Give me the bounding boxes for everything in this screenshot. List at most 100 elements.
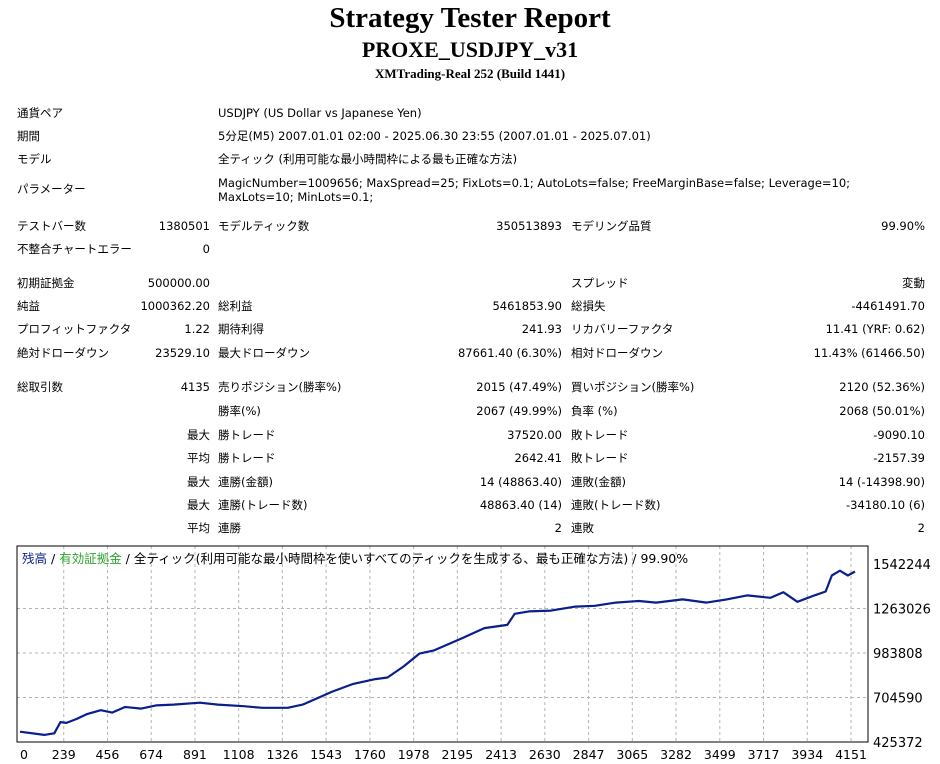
test-bars-value: 1380501 [158, 219, 210, 233]
largest-win-value: 37520.00 [507, 428, 562, 442]
x-axis-ticks: 0 239 456 674 891 1108 1326 1543 1760 1978 2195 241… [20, 747, 867, 762]
max-consec-wins-value: 14 (48863.40) [479, 475, 562, 489]
avg-loss-label: 敗トレード [571, 451, 629, 465]
avg-consec-wins-label: 連勝 [218, 521, 241, 535]
model-quality-label: モデリング品質 [571, 219, 652, 233]
info-value-period: 5分足(M5) 2007.01.01 02:00 - 2025.06.30 23… [218, 129, 651, 143]
long-positions-label: 買いポジション(勝率%) [571, 380, 695, 394]
test-bars-label: テストバー数 [17, 219, 86, 233]
total-trades-label: 総取引数 [17, 380, 63, 394]
info-label-model: モデル [17, 152, 52, 166]
x-tick-label: 1978 [398, 747, 430, 762]
gross-profit-value: 5461853.90 [492, 299, 562, 313]
max-consec-profit-prefix: 最大 [187, 498, 210, 512]
max-consec-profit-label: 連勝(トレード数) [218, 498, 308, 512]
max-consec-losses-value: 14 (-14398.90) [838, 475, 925, 489]
x-tick-label: 891 [183, 747, 207, 762]
legend-separator: / [628, 551, 640, 566]
largest-win-label: 勝トレード [218, 428, 276, 442]
y-tick-label: 1263026 [873, 603, 931, 618]
legend-separator: / [122, 551, 134, 566]
rel-drawdown-label: 相対ドローダウン [571, 346, 663, 360]
chart-legend: 残高 / 有効証拠金 / 全ティック(利用可能な最小時間枠を使いすべてのティック… [22, 551, 688, 566]
win-rate-label: 勝率(%) [218, 404, 261, 418]
max-drawdown-value: 87661.40 (6.30%) [457, 346, 562, 360]
x-tick-label: 2195 [441, 747, 473, 762]
y-tick-label: 983808 [873, 647, 923, 662]
avg-win-label: 勝トレード [218, 451, 276, 465]
net-profit-label: 純益 [17, 299, 40, 313]
max-consec-profit-value: 48863.40 (14) [479, 498, 562, 512]
max-consec-losses-label: 連敗(金額) [571, 475, 626, 489]
info-value-symbol: USDJPY (US Dollar vs Japanese Yen) [218, 106, 422, 120]
info-label-symbol: 通貨ペア [17, 106, 63, 120]
x-tick-label: 3282 [660, 747, 692, 762]
win-rate-value: 2067 (49.99%) [476, 404, 562, 418]
abs-drawdown-value: 23529.10 [155, 346, 210, 360]
report-subtitle: PROXE_USDJPY_v31 [361, 37, 579, 62]
profit-factor-value: 1.22 [184, 322, 210, 336]
short-positions-label: 売りポジション(勝率%) [218, 380, 342, 394]
rel-drawdown-value: 11.43% (61466.50) [813, 346, 925, 360]
recovery-factor-label: リカバリーファクタ [571, 322, 674, 336]
legend-quality: 99.90% [640, 551, 688, 566]
chart-grid [17, 546, 868, 742]
expected-payoff-label: 期待利得 [218, 322, 264, 336]
x-tick-label: 2847 [573, 747, 605, 762]
x-tick-label: 1108 [223, 747, 255, 762]
avg-consec-prefix: 平均 [187, 521, 210, 535]
x-tick-label: 3499 [704, 747, 736, 762]
x-tick-label: 2630 [529, 747, 561, 762]
info-value-parameters: MagicNumber=1009656; MaxSpread=25; FixLo… [218, 176, 851, 204]
legend-model: 全ティック(利用可能な最小時間枠を使いすべてのティックを生成する、最も正確な方法… [134, 551, 628, 566]
x-tick-label: 456 [96, 747, 120, 762]
max-drawdown-label: 最大ドローダウン [218, 346, 310, 360]
largest-loss-value: -9090.10 [873, 428, 925, 442]
average-prefix: 平均 [187, 451, 210, 465]
x-tick-label: 3065 [616, 747, 648, 762]
gross-loss-label: 総損失 [571, 299, 606, 313]
max-consec-prefix: 最大 [187, 475, 210, 489]
balance-series-line [19, 569, 856, 737]
gross-loss-value: -4461491.70 [851, 299, 925, 313]
initial-deposit-label: 初期証拠金 [17, 276, 75, 290]
report-build: XMTrading-Real 252 (Build 1441) [374, 66, 566, 81]
model-ticks-value: 350513893 [496, 219, 562, 233]
x-tick-label: 1543 [310, 747, 342, 762]
long-positions-value: 2120 (52.36%) [839, 380, 925, 394]
info-label-period: 期間 [17, 129, 40, 143]
total-trades-value: 4135 [180, 380, 210, 394]
gross-profit-label: 総利益 [218, 299, 253, 313]
x-tick-label: 239 [52, 747, 76, 762]
mismatch-label: 不整合チャートエラー [17, 242, 132, 256]
avg-win-value: 2642.41 [514, 451, 562, 465]
report-title: Strategy Tester Report [329, 2, 611, 34]
loss-rate-label: 負率 (%) [571, 404, 618, 418]
x-tick-label: 1326 [267, 747, 299, 762]
largest-loss-label: 敗トレード [571, 428, 629, 442]
y-tick-label: 425372 [873, 736, 923, 751]
max-consec-loss-label: 連敗(トレード数) [571, 498, 661, 512]
avg-loss-value: -2157.39 [873, 451, 925, 465]
x-tick-label: 4151 [835, 747, 867, 762]
max-consec-loss-value: -34180.10 (6) [846, 498, 925, 512]
legend-balance: 残高 [22, 551, 47, 566]
avg-consec-wins-value: 2 [554, 521, 562, 535]
legend-separator: / [47, 551, 59, 566]
recovery-factor-value: 11.41 (YRF: 0.62) [825, 322, 925, 336]
info-label-parameters: パラメーター [17, 182, 86, 196]
x-tick-label: 2413 [485, 747, 517, 762]
net-profit-value: 1000362.20 [140, 299, 210, 313]
x-tick-label: 1760 [354, 747, 386, 762]
profit-factor-label: プロフィットファクタ [17, 322, 132, 336]
x-tick-label: 0 [20, 747, 28, 762]
x-tick-label: 3717 [748, 747, 780, 762]
chart-frame [16, 545, 869, 743]
loss-rate-value: 2068 (50.01%) [839, 404, 925, 418]
y-tick-label: 704590 [873, 692, 923, 707]
y-tick-label: 1542244 [873, 558, 931, 573]
legend-equity: 有効証拠金 [59, 551, 122, 566]
short-positions-value: 2015 (47.49%) [476, 380, 562, 394]
model-ticks-label: モデルティック数 [218, 219, 310, 233]
